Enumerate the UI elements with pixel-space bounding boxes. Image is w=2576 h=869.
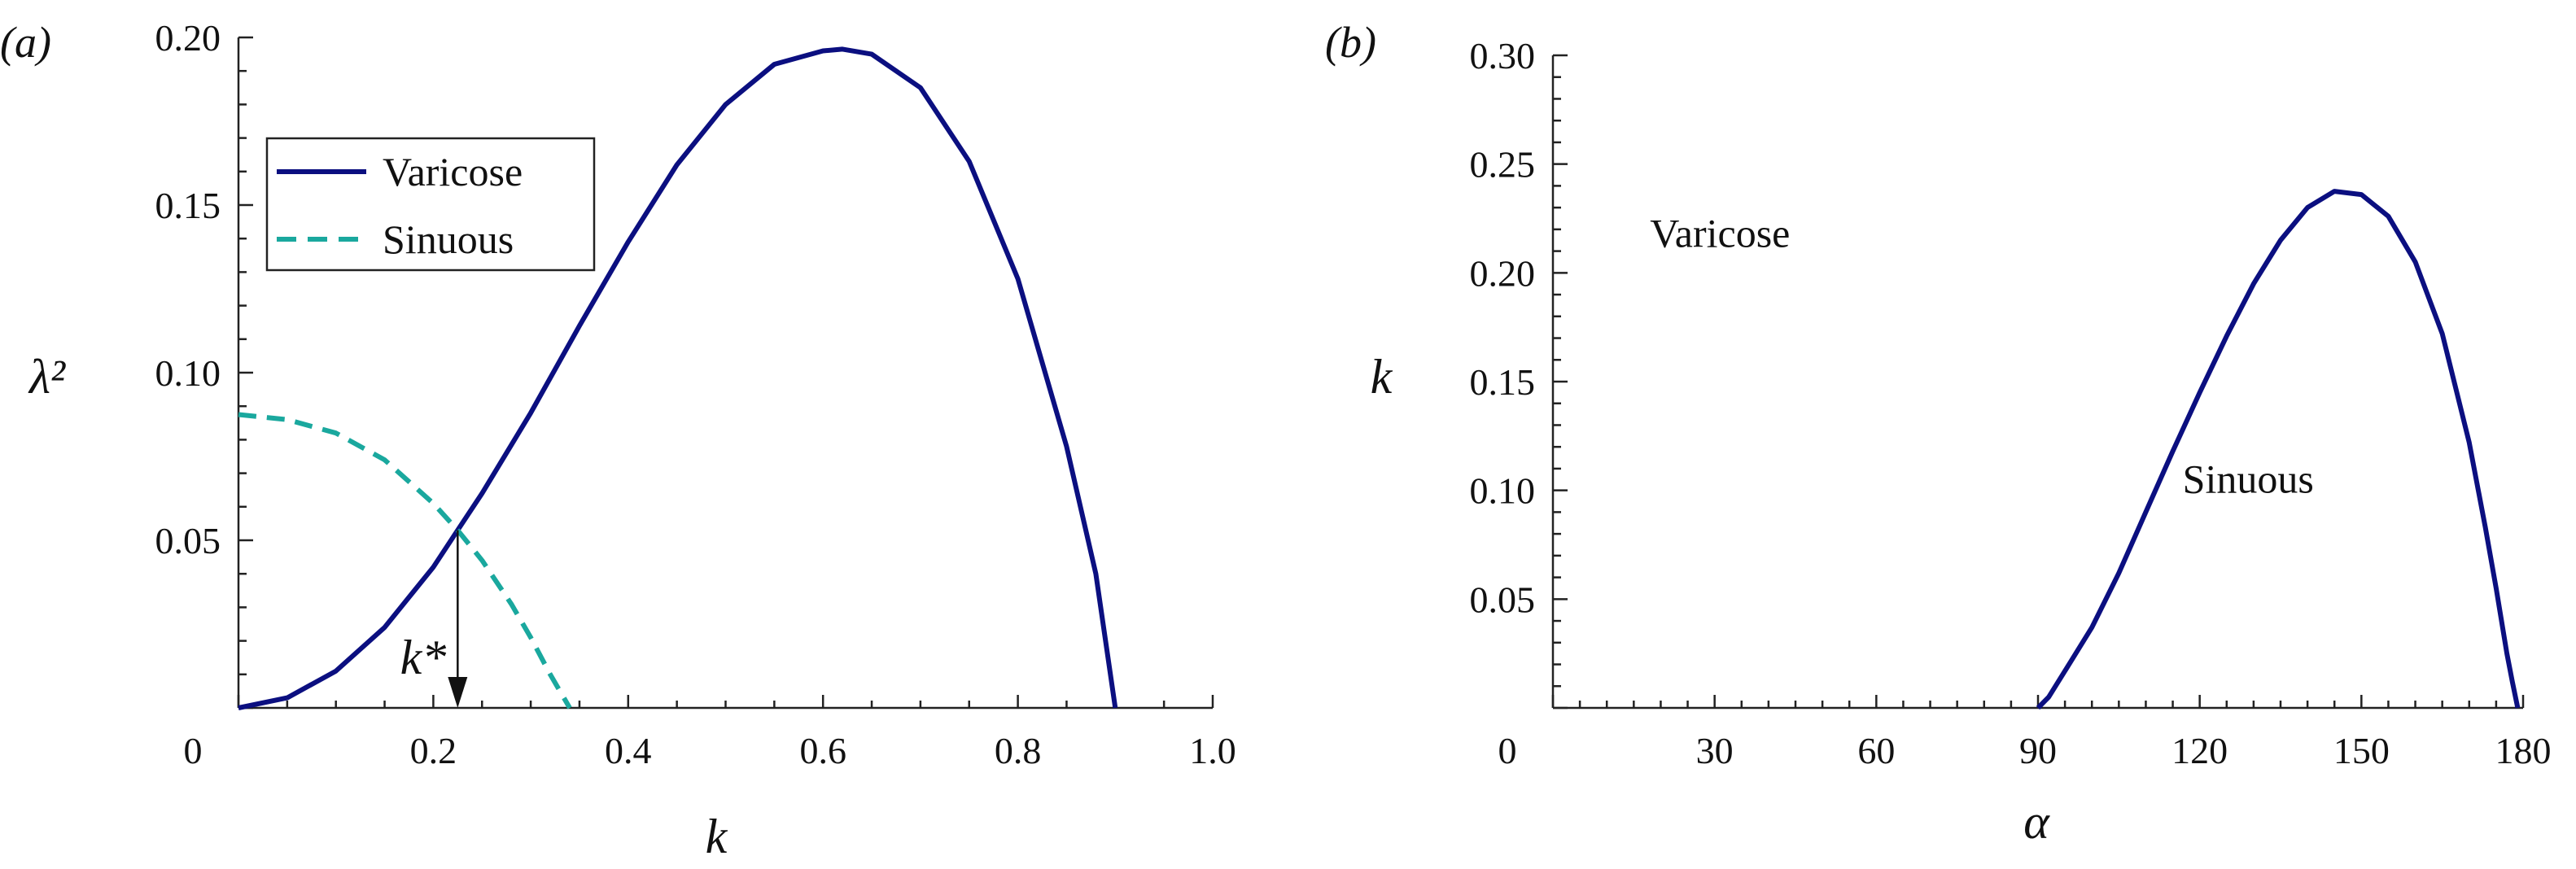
panel-b-region-labels: Varicose Sinuous bbox=[1650, 210, 2314, 501]
series-line-sinuous bbox=[238, 412, 572, 710]
panel-a-series bbox=[238, 46, 1118, 710]
region-label-varicose: Varicose bbox=[1650, 210, 1790, 255]
panel-b-ylabel: k bbox=[1371, 350, 1393, 404]
x-tick-label: 0 bbox=[184, 730, 203, 771]
legend: Varicose Sinuous bbox=[265, 137, 596, 272]
x-tick-label: 0 bbox=[1498, 730, 1517, 771]
x-tick-label: 30 bbox=[1696, 730, 1734, 771]
panel-a-annotation: k* bbox=[400, 530, 468, 708]
panel-b: (b) 0 30 60 90 120 150 180 0.05 0.10 0.15 0.20 0.25… bbox=[1325, 18, 2552, 849]
panel-b-tick-labels: 0 30 60 90 120 150 180 0.05 0.10 0.15 0.20 0.25 0.30 bbox=[1470, 35, 2552, 771]
y-tick-label: 0.15 bbox=[155, 185, 221, 226]
panel-a-axes bbox=[237, 36, 1214, 710]
series-line-boundary bbox=[2036, 189, 2521, 710]
legend-label-varicose: Varicose bbox=[383, 149, 523, 194]
y-tick-label: 0.10 bbox=[1470, 470, 1536, 512]
x-tick-label: 60 bbox=[1857, 730, 1895, 771]
region-label-sinuous: Sinuous bbox=[2183, 456, 2314, 501]
panel-b-axes bbox=[1551, 54, 2525, 710]
legend-box bbox=[265, 137, 596, 272]
y-tick-label: 0.20 bbox=[1470, 252, 1536, 294]
panel-b-label: (b) bbox=[1325, 18, 1376, 67]
panel-a: (a) 0 0.2 0.4 0.6 0.8 1.00.050.100.150.20 k* … bbox=[0, 17, 1236, 863]
x-tick-label: 1.0 bbox=[1189, 730, 1236, 771]
panel-b-xlabel: α bbox=[2023, 795, 2050, 849]
x-tick-label: 0.8 bbox=[995, 730, 1042, 771]
x-tick-label: 150 bbox=[2333, 730, 2390, 771]
x-tick-label: 0.4 bbox=[605, 730, 652, 771]
k-star-arrow-head bbox=[448, 677, 468, 708]
panel-b-series bbox=[2036, 189, 2521, 710]
x-tick-label: 0.2 bbox=[410, 730, 457, 771]
x-tick-label: 0.6 bbox=[799, 730, 846, 771]
x-tick-label: 180 bbox=[2495, 730, 2552, 771]
y-tick-label: 0.15 bbox=[1470, 361, 1536, 403]
panel-a-label: (a) bbox=[0, 18, 51, 67]
panel-a-xlabel: k bbox=[706, 810, 728, 863]
series-line-varicose bbox=[238, 46, 1118, 710]
y-tick-label: 0.25 bbox=[1470, 144, 1536, 186]
y-tick-label: 0.05 bbox=[1470, 579, 1536, 620]
x-tick-label: 120 bbox=[2171, 730, 2228, 771]
x-tick-label: 90 bbox=[2019, 730, 2057, 771]
legend-label-sinuous: Sinuous bbox=[383, 216, 514, 262]
k-star-label: k* bbox=[400, 631, 447, 684]
y-tick-label: 0.10 bbox=[155, 352, 221, 394]
panel-a-ylabel: λ² bbox=[28, 350, 66, 404]
y-tick-label: 0.20 bbox=[155, 17, 221, 59]
y-tick-label: 0.30 bbox=[1470, 35, 1536, 76]
panel-a-tick-labels: 0 0.2 0.4 0.6 0.8 1.0 0.05 0.10 0.15 0.20 bbox=[155, 17, 1236, 771]
y-tick-label: 0.05 bbox=[155, 520, 221, 561]
